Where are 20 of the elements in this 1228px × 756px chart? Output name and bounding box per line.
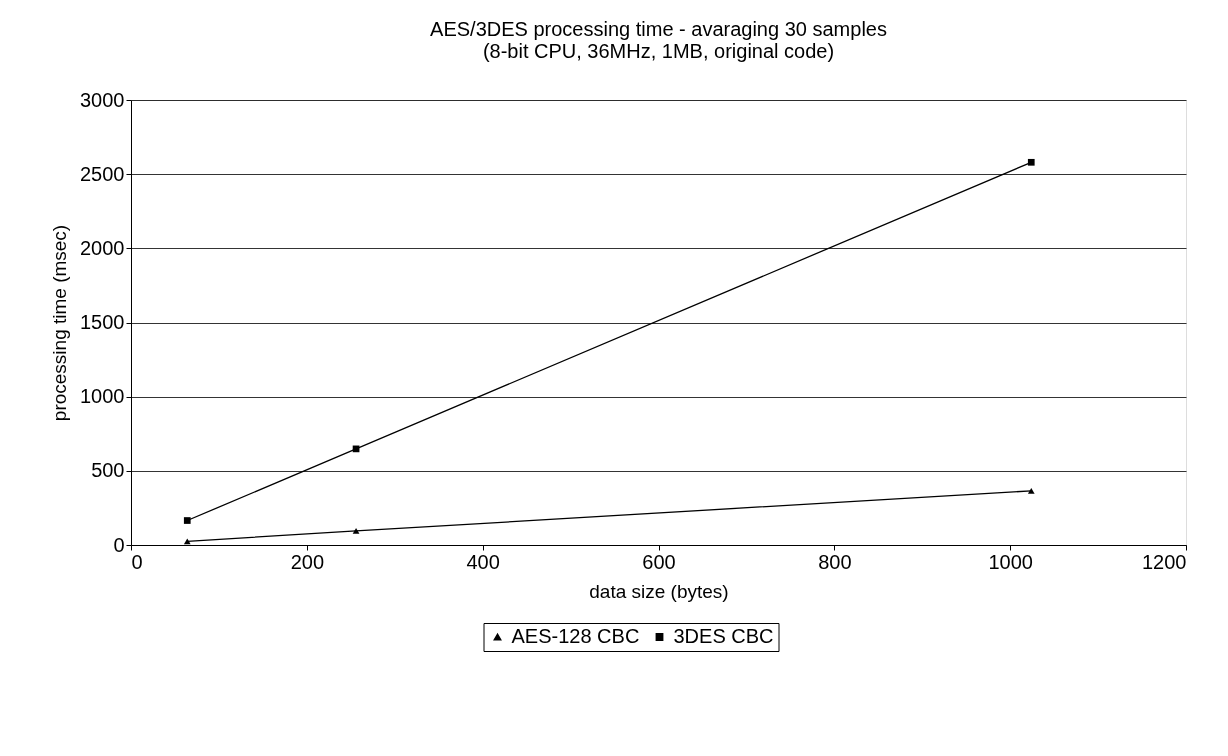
y-tick-label: 3000 — [80, 88, 125, 111]
y-axis-title: processing time (msec) — [49, 224, 71, 422]
x-tick-label: 0 — [131, 550, 143, 573]
x-tick-label: 400 — [466, 550, 500, 573]
x-tick-label: 1000 — [988, 550, 1033, 573]
y-tick-label: 1500 — [80, 311, 125, 333]
text: (8-bit CPU, 36MHz, 1MB, original code) — [482, 40, 835, 62]
x-tick-label: 1200 — [1142, 550, 1187, 573]
x-tick-label: 800 — [818, 550, 852, 573]
y-tick-label: 0 — [113, 533, 125, 556]
legend-label: AES-128 CBC — [511, 625, 640, 647]
text: AES/3DES processing time - avaraging 30 samples — [430, 18, 887, 40]
x-tick-label: 200 — [290, 550, 325, 573]
x-axis-title: data size (bytes) — [589, 580, 729, 602]
y-tick-label: 1000 — [80, 385, 125, 408]
y-tick-label: 500 — [91, 459, 125, 482]
y-tick-label: 2500 — [80, 162, 125, 185]
x-tick-label: 600 — [642, 550, 676, 573]
y-tick-label: 2000 — [80, 236, 125, 259]
legend-label: 3DES CBC — [673, 625, 774, 647]
